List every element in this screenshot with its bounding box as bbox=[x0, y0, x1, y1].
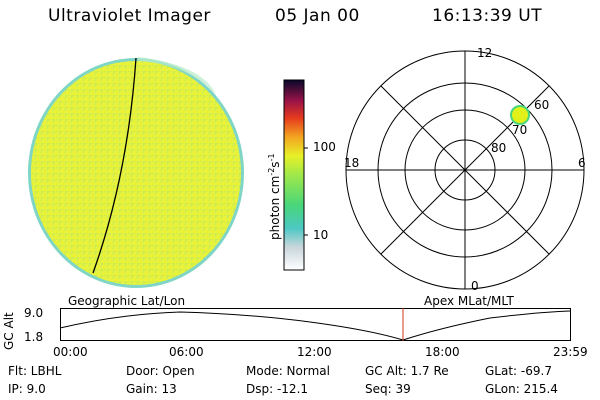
info-gc-alt: GC Alt: 1.7 Re bbox=[365, 364, 449, 378]
unit-base: photon cm bbox=[268, 175, 282, 240]
unit-exp1: -2 bbox=[267, 167, 276, 176]
timeline-y-title: GC Alt bbox=[2, 312, 16, 350]
auroral-spot bbox=[510, 105, 530, 125]
timeline-left-label: Geographic Lat/Lon bbox=[68, 294, 186, 308]
polar-label-lat70: 70 bbox=[512, 123, 527, 137]
colorbar-tick-10: 10 bbox=[313, 228, 329, 242]
polar-plot: 12 0 18 6 60 70 80 bbox=[344, 46, 586, 293]
polar-label-6: 6 bbox=[578, 156, 586, 170]
info-mode: Mode: Normal bbox=[246, 364, 330, 378]
info-glat: GLat: -69.7 bbox=[485, 364, 552, 378]
timeline-y-top: 9.0 bbox=[24, 306, 44, 320]
info-dsp: Dsp: -12.1 bbox=[246, 382, 309, 396]
polar-label-12: 12 bbox=[477, 46, 492, 60]
info-ip: IP: 9.0 bbox=[8, 382, 46, 396]
earth-disk-image bbox=[28, 57, 244, 288]
app-title: Ultraviolet Imager bbox=[48, 6, 211, 26]
altitude-strip bbox=[60, 308, 571, 341]
timeline-right-label: Apex MLat/MLT bbox=[424, 294, 514, 308]
date-label: 05 Jan 00 bbox=[275, 6, 360, 26]
timeline-tick-4: 23:59 bbox=[553, 345, 588, 359]
info-door: Door: Open bbox=[126, 364, 195, 378]
info-filter: Flt: LBHL bbox=[8, 364, 62, 378]
colorbar-unit-label: photon cm-2s-1 bbox=[267, 153, 282, 240]
timeline-tick-3: 18:00 bbox=[425, 345, 460, 359]
polar-label-lat80: 80 bbox=[491, 141, 506, 155]
colorbar bbox=[283, 79, 308, 271]
colorbar-tick-100: 100 bbox=[313, 140, 336, 154]
unit-exp2: -1 bbox=[267, 153, 276, 162]
info-seq: Seq: 39 bbox=[365, 382, 411, 396]
polar-label-0: 0 bbox=[471, 279, 479, 293]
timeline-tick-2: 12:00 bbox=[297, 345, 332, 359]
timeline-tick-1: 06:00 bbox=[169, 345, 204, 359]
polar-label-18: 18 bbox=[344, 156, 359, 170]
unit-mid: s bbox=[268, 161, 282, 168]
info-gain: Gain: 13 bbox=[126, 382, 177, 396]
time-label: 16:13:39 UT bbox=[432, 6, 543, 26]
timeline-y-bottom: 1.8 bbox=[24, 330, 44, 344]
polar-label-lat60: 60 bbox=[534, 98, 549, 112]
info-glon: GLon: 215.4 bbox=[485, 382, 558, 396]
timeline-tick-0: 00:00 bbox=[53, 345, 88, 359]
